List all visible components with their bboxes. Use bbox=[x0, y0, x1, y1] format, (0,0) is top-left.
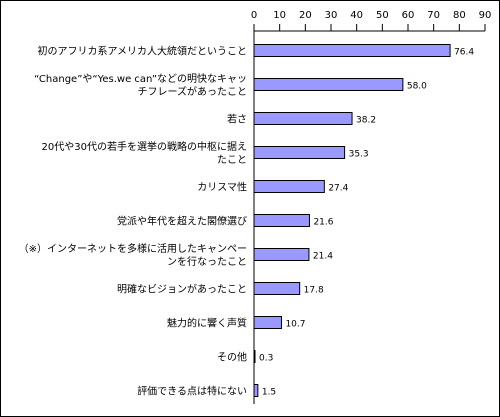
category-label: たこと bbox=[217, 154, 247, 166]
x-tick-label: 40 bbox=[350, 10, 363, 21]
value-label: 38.2 bbox=[356, 116, 376, 126]
x-tick-label: 0 bbox=[251, 10, 257, 21]
bar bbox=[253, 78, 404, 91]
value-label: 17.8 bbox=[304, 286, 324, 296]
category-label: 20代や30代の若手を選挙の戦略の中枢に据え bbox=[42, 140, 247, 153]
bar bbox=[253, 146, 346, 159]
x-tick-label: 90 bbox=[479, 10, 492, 21]
category-label: 党派や年代を超えた閣僚選び bbox=[117, 215, 247, 228]
x-axis-ticks: 0 10 20 30 40 50 60 70 80 90 bbox=[251, 10, 492, 31]
bar bbox=[253, 248, 310, 261]
x-tick-label: 60 bbox=[402, 10, 415, 21]
value-label: 58.0 bbox=[407, 82, 427, 92]
value-label: 1.5 bbox=[262, 388, 276, 398]
value-label: 27.4 bbox=[328, 184, 348, 194]
bar bbox=[253, 282, 301, 295]
value-label: 21.4 bbox=[313, 252, 333, 262]
value-label: 21.6 bbox=[313, 218, 333, 228]
category-label: チフレーズがあったこと bbox=[138, 85, 248, 98]
bar bbox=[253, 214, 310, 227]
value-label: 10.7 bbox=[285, 320, 305, 330]
bar bbox=[253, 44, 451, 57]
category-label: カリスマ性 bbox=[197, 181, 247, 194]
value-label: 0.3 bbox=[259, 354, 273, 364]
category-label: 初のアフリカ系アメリカ人大統領だということ bbox=[38, 45, 248, 58]
category-label: 魅力的に響く声質 bbox=[167, 317, 247, 330]
x-tick-label: 80 bbox=[453, 10, 466, 21]
x-tick-label: 70 bbox=[427, 10, 440, 21]
x-tick-label: 20 bbox=[299, 10, 312, 21]
x-tick-label: 30 bbox=[325, 10, 338, 21]
bars bbox=[253, 44, 451, 397]
category-label: “Change”や“Yes.we can”などの明快なキャッ bbox=[34, 73, 247, 85]
category-label: ンを行なったこと bbox=[167, 255, 247, 268]
x-tick-label: 10 bbox=[273, 10, 286, 21]
value-labels: 76.4 58.0 38.2 35.3 27.4 21.6 21.4 17.8 10.7 0.3 1… bbox=[259, 48, 474, 398]
value-label: 35.3 bbox=[349, 150, 369, 160]
bar bbox=[253, 112, 353, 125]
value-label: 76.4 bbox=[454, 48, 474, 58]
category-label: 評価できる点は特にない bbox=[137, 385, 247, 398]
category-label: （※）インターネットを多様に活用したキャンペー bbox=[19, 242, 247, 255]
bar bbox=[253, 316, 282, 329]
bar bbox=[253, 384, 259, 397]
category-label: 明確なビジョンがあったこと bbox=[117, 283, 247, 296]
x-tick-label: 50 bbox=[376, 10, 389, 21]
category-labels: 初のアフリカ系アメリカ人大統領だということ “Change”や“Yes.we ca… bbox=[19, 45, 247, 398]
bar bbox=[253, 180, 325, 193]
category-label: 若さ bbox=[227, 113, 247, 126]
category-label: その他 bbox=[217, 351, 247, 364]
